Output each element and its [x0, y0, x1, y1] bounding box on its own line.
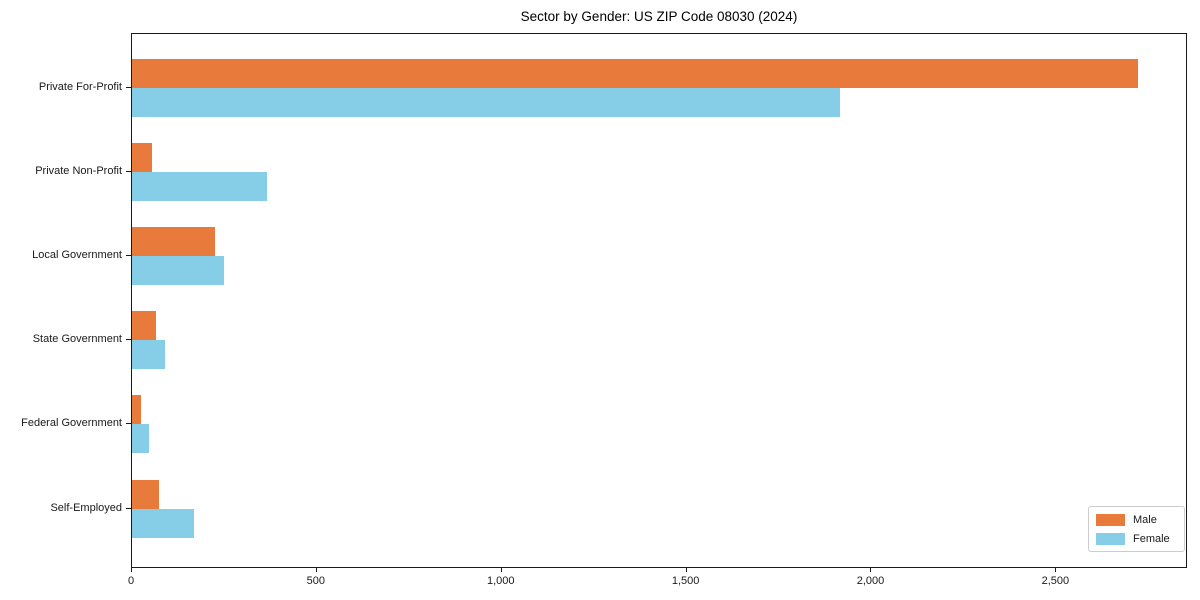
- y-tick-mark: [126, 87, 131, 88]
- x-tick-label: 0: [127, 575, 135, 587]
- x-tick-mark: [685, 568, 687, 572]
- x-tick-mark: [500, 568, 502, 572]
- legend-label-female: Female: [1133, 532, 1170, 545]
- legend-label-male: Male: [1133, 513, 1157, 526]
- x-tick-mark: [315, 568, 317, 572]
- x-tick-label: 1,500: [671, 575, 700, 587]
- plot-area: [131, 33, 1187, 568]
- legend-item-female: Female: [1096, 531, 1177, 546]
- y-tick-mark: [126, 171, 131, 173]
- bar-male-state-government: [132, 311, 157, 341]
- x-tick-label: 2,500: [1041, 575, 1070, 587]
- x-tick-label: 500: [306, 575, 326, 587]
- category-label: Self-Employed: [50, 501, 122, 514]
- category-label: Local Government: [32, 249, 122, 262]
- y-tick-mark: [126, 339, 131, 341]
- bar-female-private-non-profit: [132, 172, 267, 202]
- category-label: Private For-Profit: [38, 81, 122, 93]
- bar-male-private-for-profit: [132, 59, 1138, 88]
- x-tick-label: 2,000: [856, 575, 885, 587]
- y-tick-mark: [126, 255, 131, 257]
- bar-female-self-employed: [132, 508, 195, 538]
- bar-male-self-employed: [132, 479, 159, 509]
- x-tick-mark: [870, 568, 872, 572]
- category-label: State Government: [32, 333, 122, 346]
- x-tick-label: 1,000: [486, 575, 515, 587]
- x-tick-mark: [131, 568, 132, 572]
- chart-title: Sector by Gender: US ZIP Code 08030 (202…: [520, 9, 798, 24]
- bar-female-state-government: [132, 340, 166, 370]
- legend: Male Female: [1088, 506, 1185, 552]
- category-label: Federal Government: [21, 417, 122, 430]
- legend-swatch-female-icon: [1096, 532, 1125, 545]
- bar-male-private-non-profit: [132, 143, 153, 173]
- x-tick-mark: [1055, 568, 1057, 572]
- category-label: Private Non-Profit: [35, 165, 122, 178]
- y-tick-mark: [126, 423, 131, 425]
- bar-male-local-government: [132, 227, 216, 257]
- y-tick-mark: [126, 507, 131, 509]
- bar-female-local-government: [132, 256, 224, 286]
- legend-swatch-male-icon: [1096, 513, 1125, 526]
- bar-female-federal-government: [132, 424, 150, 454]
- bar-female-private-for-profit: [132, 88, 841, 117]
- legend-item-male: Male: [1096, 512, 1177, 527]
- bar-male-federal-government: [132, 395, 142, 425]
